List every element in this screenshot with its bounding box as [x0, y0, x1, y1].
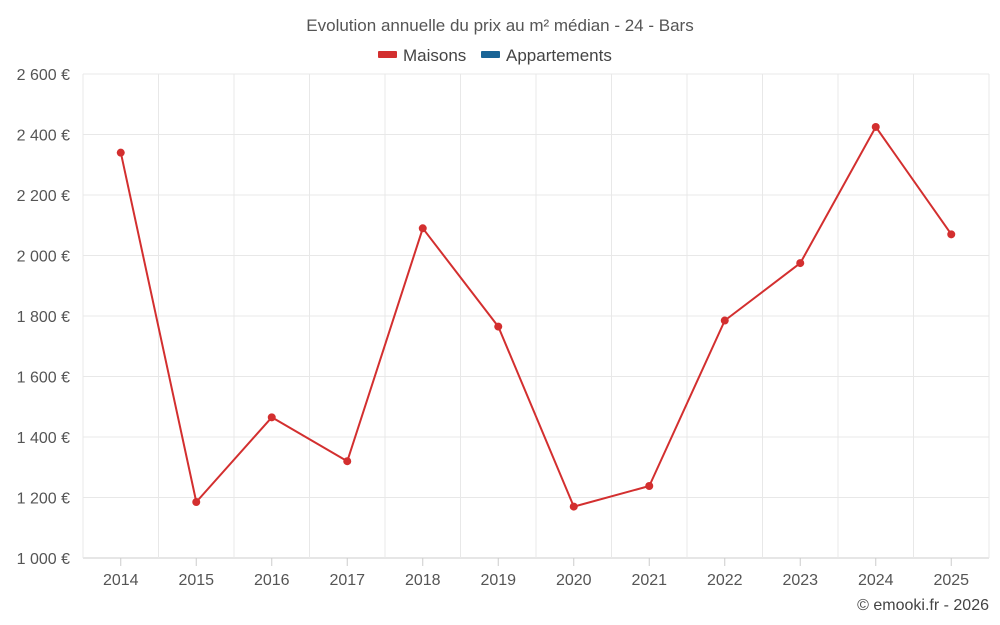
- series-maisons: [116, 122, 956, 511]
- chart-title: Evolution annuelle du prix au m² médian …: [306, 16, 693, 35]
- data-point[interactable]: [796, 259, 805, 268]
- y-tick-label: 1 800 €: [17, 309, 70, 326]
- x-tick-label: 2020: [556, 572, 592, 589]
- grid: [82, 73, 990, 559]
- x-tick-label: 2021: [631, 572, 667, 589]
- credit-text: © emooki.fr - 2026: [857, 597, 989, 614]
- data-point[interactable]: [116, 148, 125, 157]
- y-tick-label: 1 000 €: [17, 551, 70, 568]
- x-tick-label: 2024: [858, 572, 894, 589]
- data-point[interactable]: [192, 498, 201, 507]
- x-tick-label: 2014: [103, 572, 139, 589]
- y-axis: 1 000 € 1 200 € 1 400 € 1 600 € 1 800 € 2 000…: [17, 67, 70, 568]
- x-tick-label: 2019: [480, 572, 516, 589]
- data-point[interactable]: [343, 457, 352, 466]
- legend[interactable]: Maisons Appartements: [378, 46, 612, 65]
- legend-item-appartements[interactable]: Appartements: [481, 46, 612, 65]
- y-tick-label: 2 400 €: [17, 128, 70, 145]
- x-tick-label: 2023: [782, 572, 818, 589]
- x-tick-label: 2017: [329, 572, 365, 589]
- y-tick-label: 1 200 €: [17, 491, 70, 508]
- data-point[interactable]: [720, 316, 729, 325]
- data-point[interactable]: [645, 482, 654, 491]
- data-point[interactable]: [494, 322, 503, 331]
- legend-swatch-appartements: [481, 51, 500, 58]
- y-tick-label: 1 600 €: [17, 370, 70, 387]
- x-tick-label: 2025: [933, 572, 969, 589]
- data-point[interactable]: [871, 122, 880, 131]
- legend-swatch-maisons: [378, 51, 397, 58]
- series-line: [119, 125, 953, 508]
- x-tick-label: 2015: [178, 572, 214, 589]
- y-tick-label: 2 200 €: [17, 188, 70, 205]
- y-tick-label: 1 400 €: [17, 430, 70, 447]
- x-tick-label: 2016: [254, 572, 290, 589]
- data-point[interactable]: [418, 224, 427, 233]
- legend-item-maisons[interactable]: Maisons: [378, 46, 466, 65]
- legend-label-appartements: Appartements: [506, 46, 612, 65]
- data-point[interactable]: [267, 413, 276, 422]
- legend-label-maisons: Maisons: [403, 46, 466, 65]
- y-tick-label: 2 000 €: [17, 249, 70, 266]
- x-tick-label: 2018: [405, 572, 441, 589]
- x-axis: 2014 2015 2016 2017 2018 2019 2020 2021 2022 2023…: [103, 558, 969, 589]
- y-tick-label: 2 600 €: [17, 67, 70, 84]
- data-point[interactable]: [947, 230, 956, 239]
- x-tick-label: 2022: [707, 572, 743, 589]
- data-point[interactable]: [569, 502, 578, 511]
